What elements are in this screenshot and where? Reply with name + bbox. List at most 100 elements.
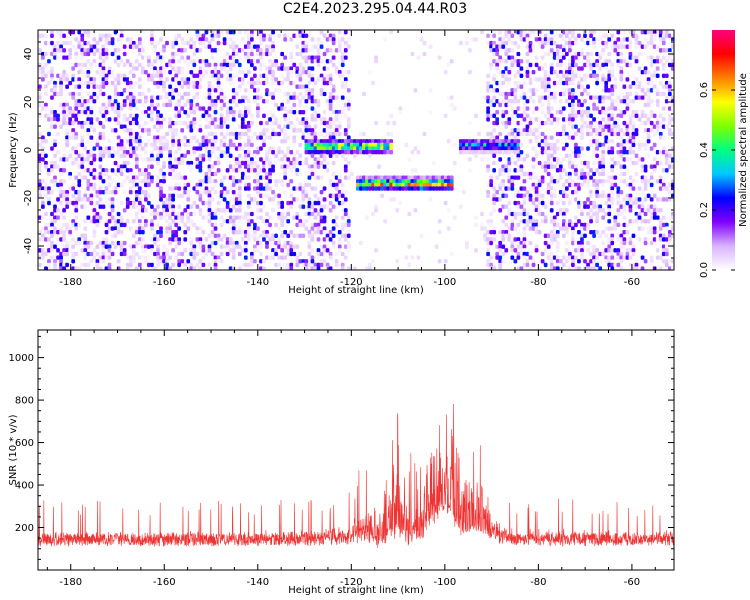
heatmap-cell <box>240 171 245 177</box>
heatmap-cell <box>56 182 60 188</box>
heatmap-cell <box>50 179 54 184</box>
heatmap-cell <box>561 37 566 42</box>
heatmap-cell <box>122 222 127 228</box>
heatmap-cell <box>334 262 339 268</box>
heatmap-cell <box>643 168 648 173</box>
heatmap-cell <box>546 88 551 93</box>
heatmap-cell <box>283 139 288 144</box>
heatmap-cell <box>380 139 384 144</box>
heatmap-cell <box>634 40 639 46</box>
heatmap-cell <box>277 131 281 137</box>
heatmap-cell <box>280 219 285 224</box>
heatmap-cell <box>246 186 251 191</box>
heatmap-cell <box>604 131 609 137</box>
heatmap-cell <box>243 44 248 49</box>
heatmap-cell <box>47 259 51 264</box>
heatmap-cell <box>119 153 124 158</box>
heatmap-cell <box>401 186 406 191</box>
heatmap-cell <box>104 186 109 191</box>
heatmap-cell <box>144 197 148 202</box>
heatmap-cell <box>277 204 281 209</box>
heatmap-cell <box>98 255 103 260</box>
heatmap-cell <box>62 193 66 198</box>
heatmap-cell <box>253 248 257 253</box>
heatmap-cell <box>634 262 639 268</box>
heatmap-cell <box>234 200 239 206</box>
heatmap-cell <box>283 135 288 140</box>
heatmap-cell <box>183 102 188 108</box>
heatmap-cell <box>198 237 203 242</box>
heatmap-cell <box>186 190 191 195</box>
heatmap-cell <box>44 139 48 144</box>
heatmap-cell <box>631 200 636 206</box>
heatmap-cell <box>137 226 142 231</box>
heatmap-cell <box>277 146 281 151</box>
heatmap-cell <box>271 128 275 133</box>
heatmap-cell <box>658 120 663 126</box>
heatmap-cell <box>41 33 45 38</box>
heatmap-cell <box>443 200 448 206</box>
heatmap-cell <box>228 248 233 253</box>
heatmap-cell <box>646 193 651 198</box>
heatmap-cell <box>47 190 51 195</box>
heatmap-cell <box>343 190 348 195</box>
heatmap-cell <box>568 59 572 64</box>
heatmap-cell <box>180 175 185 180</box>
heatmap-cell <box>549 48 554 53</box>
heatmap-cell <box>207 200 212 206</box>
heatmap-cell <box>144 171 148 177</box>
heatmap-cell <box>289 59 294 64</box>
heatmap-cell <box>489 230 493 235</box>
heatmap-cell <box>525 113 530 118</box>
heatmap-cell <box>580 77 584 82</box>
heatmap-cell <box>531 88 536 93</box>
heatmap-cell <box>498 99 503 104</box>
heatmap-cell <box>128 95 133 100</box>
heatmap-cell <box>519 142 524 148</box>
heatmap-cell <box>243 248 248 253</box>
heatmap-cell <box>640 142 645 148</box>
heatmap-cell <box>295 171 300 177</box>
heatmap-cell <box>501 182 506 188</box>
heatmap-cell <box>574 95 578 100</box>
heatmap-cell <box>604 135 609 140</box>
heatmap-cell <box>616 233 621 238</box>
heatmap-cell <box>213 222 218 228</box>
heatmap-cell <box>59 168 63 173</box>
heatmap-cell <box>604 248 609 253</box>
heatmap-cell <box>174 106 179 111</box>
heatmap-cell <box>65 73 69 78</box>
heatmap-cell <box>80 102 85 108</box>
heatmap-cell <box>171 135 175 140</box>
heatmap-cell <box>395 186 400 191</box>
heatmap-cell <box>83 70 88 75</box>
heatmap-cell <box>325 37 330 42</box>
heatmap-cell <box>168 59 172 64</box>
heatmap-cell <box>98 266 103 270</box>
heatmap-cell <box>510 55 515 60</box>
heatmap-cell <box>92 77 97 82</box>
heatmap-cell <box>337 40 342 46</box>
heatmap-cell <box>310 59 315 64</box>
heatmap-cell <box>95 40 100 46</box>
heatmap-cell <box>661 62 666 68</box>
heatmap-cell <box>655 255 660 260</box>
heatmap-cell <box>528 171 533 177</box>
heatmap-cell <box>607 117 612 122</box>
heatmap-cell <box>319 204 324 209</box>
heatmap-cell <box>156 153 160 158</box>
heatmap-cell <box>561 48 566 53</box>
heatmap-cell <box>661 233 666 238</box>
heatmap-cell <box>77 190 82 195</box>
heatmap-cell <box>501 142 506 148</box>
heatmap-cell <box>625 222 630 228</box>
heatmap-cell <box>122 51 127 57</box>
heatmap-cell <box>325 128 330 133</box>
heatmap-cell <box>646 117 651 122</box>
heatmap-cell <box>667 55 672 60</box>
heatmap-cell <box>389 139 394 144</box>
heatmap-cell <box>234 215 239 220</box>
heatmap-cell <box>225 153 230 158</box>
heatmap-cell <box>174 222 179 228</box>
heatmap-cell <box>41 255 45 260</box>
